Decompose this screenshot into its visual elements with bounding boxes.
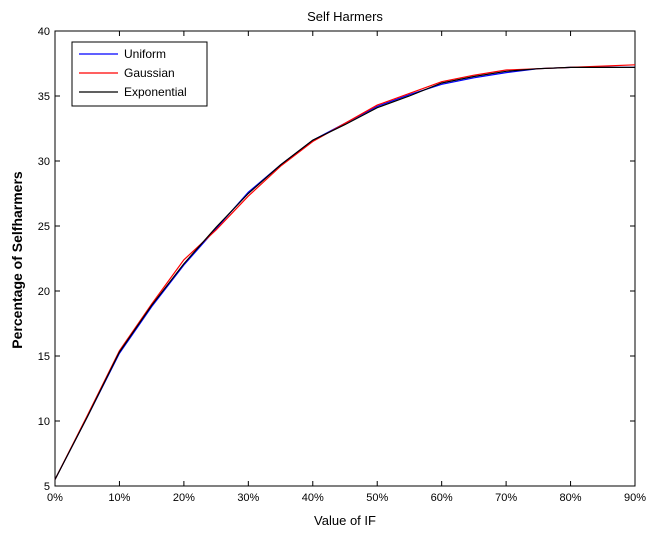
plot-area xyxy=(54,30,636,487)
series-group xyxy=(54,64,636,480)
legend-label-gaussian: Gaussian xyxy=(124,66,175,80)
x-tick-label: 40% xyxy=(302,492,324,504)
y-tick-label: 30 xyxy=(38,156,50,168)
legend: Uniform Gaussian Exponential xyxy=(71,41,208,107)
x-axis-label: Value of IF xyxy=(314,513,376,528)
series-line-uniform xyxy=(54,66,635,480)
x-tick-label: 20% xyxy=(173,492,195,504)
x-tick-label: 80% xyxy=(560,492,582,504)
x-tick-label: 90% xyxy=(624,492,646,504)
legend-box xyxy=(71,41,208,107)
y-tick-label: 35 xyxy=(38,91,50,103)
x-tick-label: 30% xyxy=(237,492,259,504)
y-tick-label: 20 xyxy=(38,286,50,298)
x-tick-label: 60% xyxy=(431,492,453,504)
x-tick-label: 0% xyxy=(47,492,63,504)
legend-label-uniform: Uniform xyxy=(124,47,166,61)
tick-group: 0% 10% 20% 30% 40% 50% 60% 70% 80% 90% 5 10 15 20 25 30… xyxy=(38,26,646,504)
x-tick-label: 10% xyxy=(108,492,130,504)
y-tick-label: 25 xyxy=(38,221,50,233)
legend-label-exponential: Exponential xyxy=(124,85,187,99)
x-tick-label: 70% xyxy=(495,492,517,504)
series-line-exponential xyxy=(54,66,635,480)
y-axis-label: Percentage of Selfharmers xyxy=(9,171,25,349)
y-tick-label: 15 xyxy=(38,351,50,363)
y-tick-label: 10 xyxy=(38,416,50,428)
x-tick-label: 50% xyxy=(366,492,388,504)
series-line-gaussian xyxy=(54,64,636,480)
y-tick-label: 40 xyxy=(38,26,50,38)
chart-title: Self Harmers xyxy=(307,9,383,24)
y-tick-label: 5 xyxy=(44,481,50,493)
